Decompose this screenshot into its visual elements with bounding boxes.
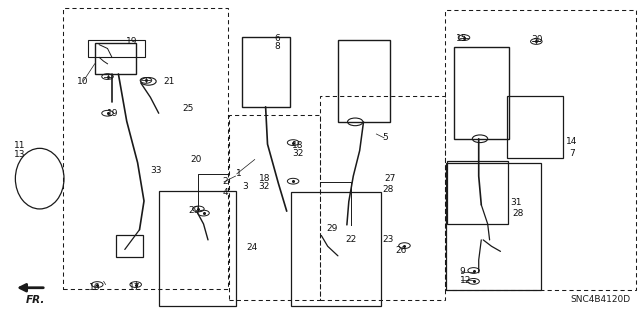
Text: 28: 28 [512, 209, 524, 218]
Text: 16: 16 [89, 283, 100, 292]
Bar [63, 8, 228, 289]
Bar [454, 47, 509, 139]
Text: 4: 4 [223, 189, 228, 197]
Text: 22: 22 [346, 235, 357, 244]
Text: 18: 18 [292, 141, 303, 150]
Text: 29: 29 [326, 224, 338, 233]
Text: 19: 19 [107, 109, 118, 118]
Bar [320, 96, 445, 300]
Text: 12: 12 [460, 276, 471, 285]
Text: 32: 32 [259, 182, 270, 191]
Text: 26: 26 [396, 246, 407, 255]
Text: 13: 13 [14, 150, 26, 159]
Bar [88, 40, 145, 57]
Text: 19: 19 [126, 37, 138, 46]
Text: 7: 7 [570, 149, 575, 158]
Text: 20: 20 [191, 155, 202, 164]
Bar [229, 115, 320, 300]
Text: 10: 10 [77, 77, 88, 86]
Text: 23: 23 [383, 235, 394, 244]
Text: SNC4B4120D: SNC4B4120D [570, 295, 630, 304]
Text: 29: 29 [189, 206, 200, 215]
Text: 18: 18 [259, 174, 270, 183]
Bar [95, 43, 136, 74]
Text: 17: 17 [129, 283, 140, 292]
Text: FR.: FR. [26, 295, 45, 305]
Text: 30: 30 [531, 35, 543, 44]
Text: 32: 32 [292, 149, 303, 158]
Text: 14: 14 [566, 137, 578, 146]
Text: 8: 8 [274, 42, 280, 51]
Text: 9: 9 [460, 267, 465, 276]
Text: 11: 11 [14, 141, 26, 150]
Bar [445, 10, 636, 290]
Bar [242, 37, 290, 107]
Text: 2: 2 [223, 177, 228, 186]
Text: 27: 27 [384, 174, 396, 183]
Bar [446, 163, 541, 290]
Text: 5: 5 [383, 133, 388, 142]
Bar [159, 191, 236, 306]
Text: 33: 33 [150, 166, 162, 175]
Text: 24: 24 [246, 243, 258, 252]
Bar [116, 235, 143, 257]
Bar [291, 192, 381, 306]
Bar [338, 40, 390, 122]
Bar [507, 96, 563, 158]
Text: 3: 3 [242, 182, 248, 191]
Text: 28: 28 [383, 185, 394, 194]
Text: 1: 1 [236, 169, 241, 178]
Text: 31: 31 [511, 198, 522, 207]
Bar [447, 161, 508, 224]
Text: 25: 25 [182, 104, 194, 113]
Text: 15: 15 [456, 34, 467, 43]
Text: 21: 21 [163, 77, 175, 86]
Text: 6: 6 [274, 34, 280, 43]
